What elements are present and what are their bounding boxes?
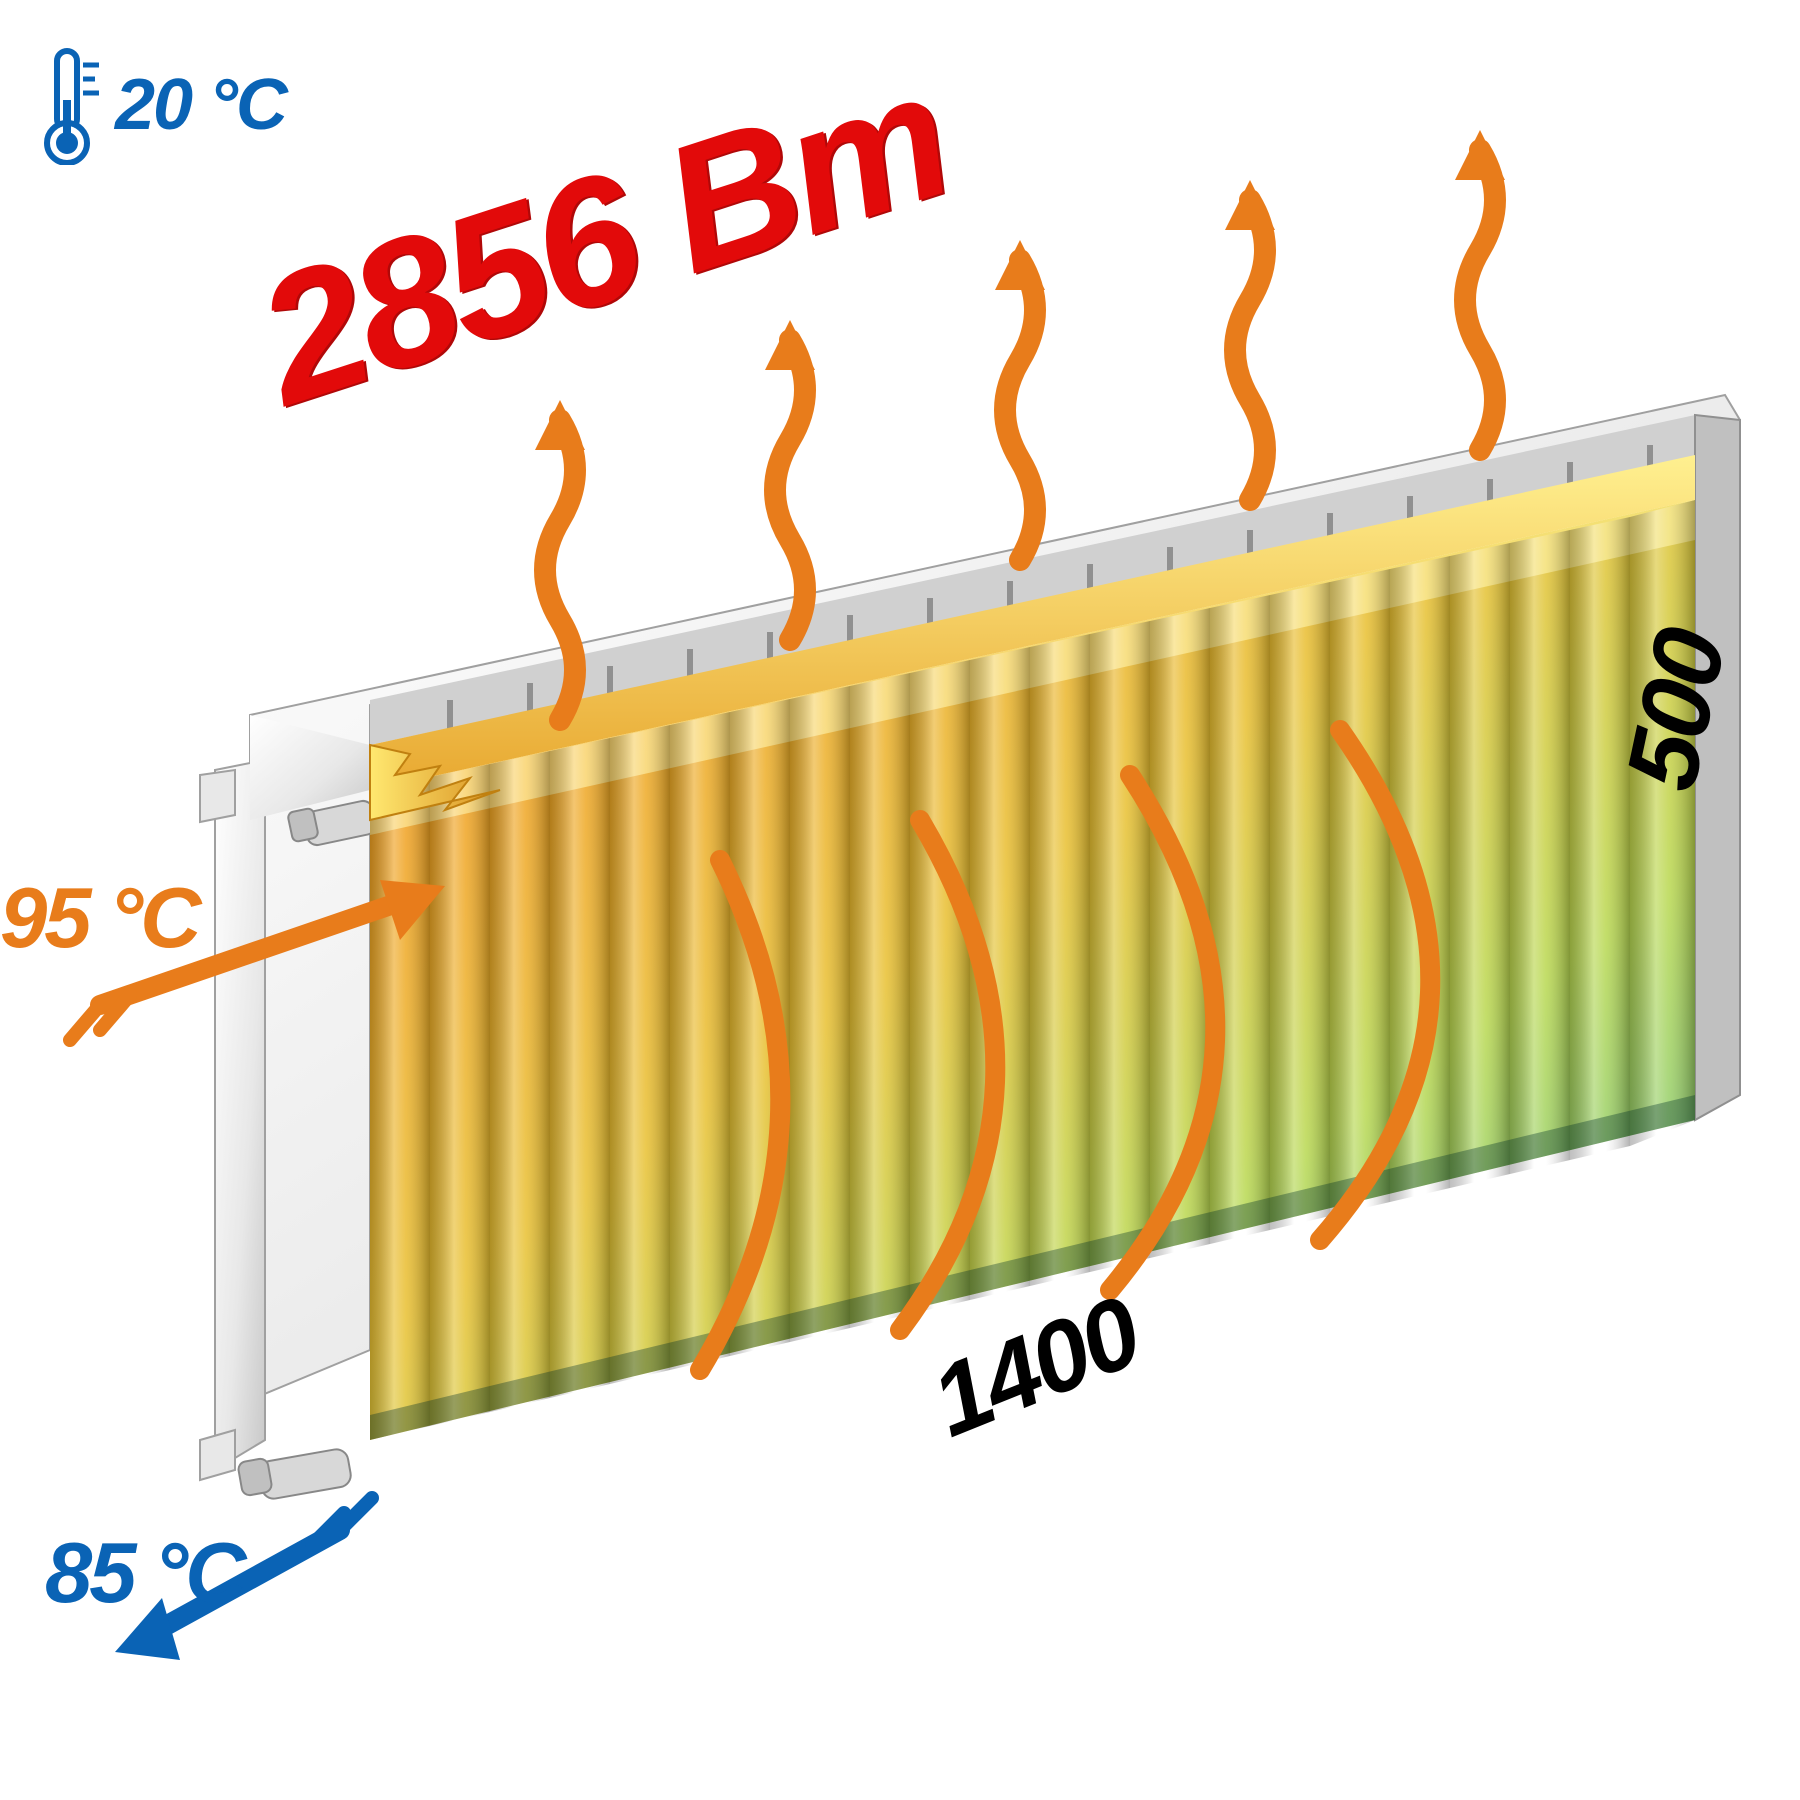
thermometer-icon	[35, 45, 105, 165]
inlet-temp-label: 95 °C	[0, 870, 199, 968]
radiator-left-bracket	[200, 760, 265, 1480]
room-temp-indicator: 20 °C	[35, 45, 286, 165]
room-temp-label: 20 °C	[115, 64, 286, 146]
diagram-canvas: 20 °C 2856 Вт 95 °C 85 °C 1400 500	[0, 0, 1800, 1800]
outlet-temp-label: 85 °C	[45, 1525, 244, 1623]
outlet-pipe	[237, 1447, 352, 1500]
